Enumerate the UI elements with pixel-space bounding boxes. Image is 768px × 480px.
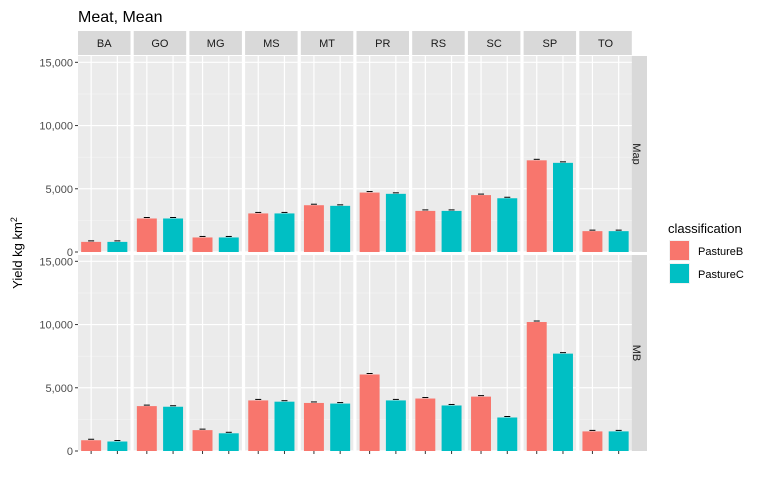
- facet-strip-ba: [78, 31, 131, 55]
- y-tick-label: 5,000: [45, 383, 73, 395]
- bar-pasturec-mt: [330, 205, 351, 252]
- facet-strip-label: TO: [598, 38, 614, 50]
- bar-pastureb-rs: [415, 398, 436, 451]
- facet-strip-to: [579, 31, 632, 55]
- bar-pastureb-ba: [81, 241, 102, 252]
- y-tick-label: 10,000: [39, 121, 73, 133]
- bar-pasturec-sc: [497, 417, 518, 451]
- panel-background: [579, 56, 632, 252]
- facet-strip-label: MT: [319, 38, 335, 50]
- facet-strip-label: SP: [543, 38, 558, 50]
- panel-background: [189, 56, 242, 252]
- facet-strip-label: SC: [487, 38, 502, 50]
- legend-key-pasturec: [670, 264, 689, 283]
- bar-pastureb-sc: [471, 396, 491, 451]
- facet-strip-sc: [467, 31, 521, 55]
- bar-pastureb-ms: [248, 213, 269, 252]
- bar-pastureb-mt: [303, 205, 324, 252]
- legend-items: PastureB PastureC: [669, 240, 744, 284]
- bar-pasturec-to: [608, 431, 629, 451]
- bar-pastureb-pr: [359, 374, 380, 451]
- bar-pasturec-mg: [218, 433, 239, 451]
- facet-strip-label: BA: [97, 38, 112, 50]
- y-tick-label: 0: [67, 446, 73, 458]
- facet-strip-label: RS: [431, 38, 446, 50]
- y-axis-title-main: Yield kg km: [10, 222, 25, 289]
- bar-pasturec-sp: [553, 162, 573, 252]
- facet-strip-go: [133, 31, 187, 55]
- facet-strip-label: MG: [207, 38, 225, 50]
- bar-pastureb-mt: [303, 402, 324, 451]
- bar-pastureb-mg: [192, 430, 213, 451]
- y-axis-title-superscript: 2: [9, 217, 19, 222]
- bar-pasturec-mt: [330, 403, 351, 451]
- legend-title: classification: [668, 221, 742, 236]
- bar-pastureb-go: [136, 218, 157, 252]
- bar-pasturec-mg: [218, 237, 239, 252]
- legend: classification PastureB PastureC: [668, 221, 744, 284]
- panel-background: [78, 56, 131, 252]
- bar-pastureb-sp: [526, 322, 547, 451]
- bar-pasturec-rs: [441, 210, 462, 252]
- y-tick-label: 0: [67, 247, 73, 259]
- facet-strip-label: GO: [151, 38, 169, 50]
- bar-pasturec-to: [608, 231, 629, 252]
- bar-pasturec-pr: [385, 400, 406, 451]
- bar-pasturec-go: [163, 406, 184, 451]
- panel-background: [579, 255, 632, 451]
- facet-strip-rs: [412, 31, 465, 55]
- facet-row-label: Map: [630, 143, 642, 164]
- facet-strip-mg: [189, 31, 242, 55]
- panel-background: [78, 255, 131, 451]
- facet-strip-pr: [356, 31, 409, 55]
- y-tick-label: 15,000: [39, 256, 73, 268]
- legend-label: PastureC: [698, 269, 744, 281]
- legend-label: PastureB: [698, 246, 743, 258]
- y-tick-label: 15,000: [39, 57, 73, 69]
- bar-pastureb-to: [582, 231, 603, 252]
- bar-pasturec-ms: [274, 213, 295, 252]
- legend-key-pastureb: [670, 241, 689, 260]
- facet-row-label: MB: [630, 345, 642, 362]
- bar-pastureb-ba: [81, 440, 102, 451]
- chart-title: Meat, Mean: [78, 9, 162, 26]
- bar-pastureb-sp: [526, 160, 547, 252]
- panel-background: [189, 255, 242, 451]
- bar-pasturec-sp: [553, 353, 573, 451]
- bar-pasturec-ms: [274, 401, 295, 451]
- bar-pastureb-to: [582, 431, 603, 451]
- y-tick-label: 10,000: [39, 320, 73, 332]
- bar-pasturec-ba: [107, 241, 128, 252]
- bar-pasturec-go: [163, 218, 184, 252]
- bar-pastureb-mg: [192, 237, 213, 252]
- bar-pasturec-ba: [107, 441, 128, 451]
- bar-pastureb-sc: [471, 195, 491, 252]
- bar-pastureb-pr: [359, 192, 380, 252]
- bar-pasturec-sc: [497, 198, 518, 252]
- facet-strip-label: MS: [263, 38, 280, 50]
- panels-layer: BA GO MG MS MT PR RS SC SP TO Map MB: [78, 31, 647, 454]
- facet-strip-label: PR: [375, 38, 390, 50]
- facet-strip-ms: [245, 31, 298, 55]
- y-axis-title: Yield kg km2: [9, 217, 25, 289]
- bar-pastureb-ms: [248, 400, 269, 451]
- bar-pastureb-go: [136, 406, 157, 451]
- bar-pastureb-rs: [415, 210, 436, 252]
- facet-strip-sp: [523, 31, 577, 55]
- facet-strip-mt: [300, 31, 354, 55]
- y-tick-label: 5,000: [45, 184, 73, 196]
- bar-pasturec-pr: [385, 193, 406, 252]
- bar-pasturec-rs: [441, 405, 462, 451]
